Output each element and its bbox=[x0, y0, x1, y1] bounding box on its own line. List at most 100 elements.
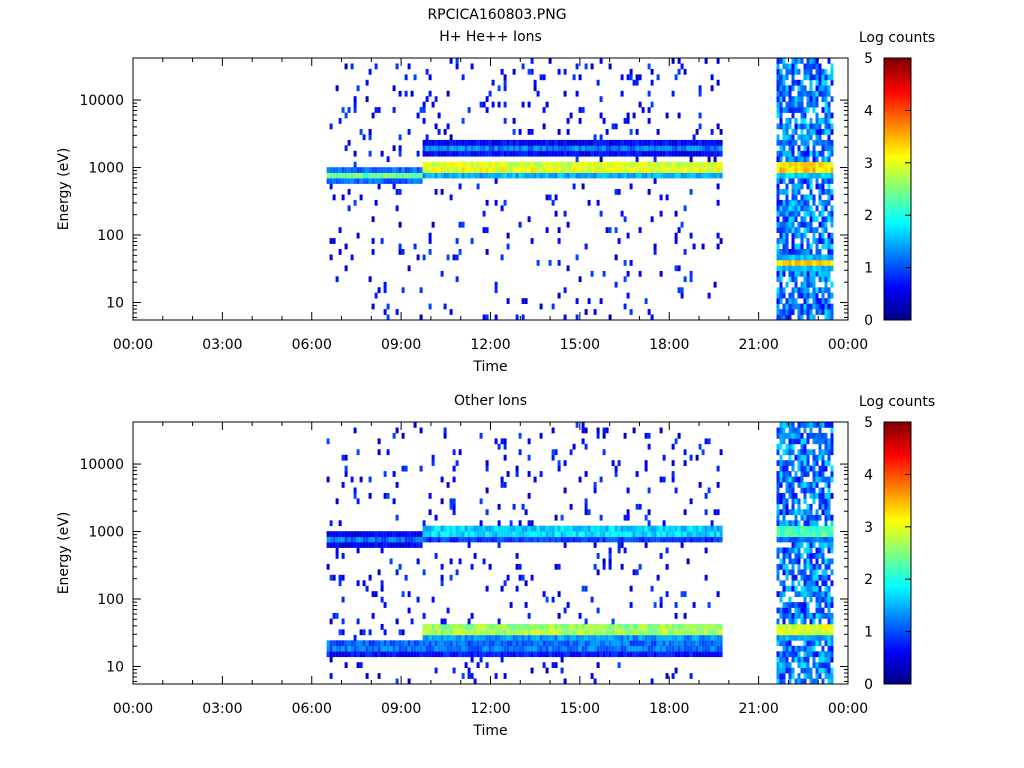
spectrogram-cell bbox=[794, 281, 798, 288]
spectrogram-cell bbox=[554, 167, 558, 173]
spectrogram-cell bbox=[641, 150, 645, 157]
spectrogram-cell bbox=[650, 645, 654, 652]
spectrogram-cell bbox=[464, 167, 468, 173]
spectrogram-cell bbox=[830, 667, 834, 674]
spectrogram-cell bbox=[776, 101, 780, 108]
spectrogram-cell bbox=[659, 525, 663, 532]
spectrogram-cell bbox=[338, 118, 342, 124]
spectrogram-cell bbox=[638, 503, 642, 510]
spectrogram-cell bbox=[608, 558, 612, 565]
spectrogram-cell bbox=[386, 303, 390, 310]
spectrogram-cell bbox=[701, 531, 705, 537]
spectrogram-cell bbox=[809, 221, 813, 228]
spectrogram-cell bbox=[518, 651, 522, 658]
spectrogram-cell bbox=[818, 487, 822, 494]
spectrogram-cell bbox=[692, 634, 696, 641]
spectrogram-cell bbox=[440, 189, 444, 195]
spectrogram-cell bbox=[596, 651, 600, 658]
spectrogram-cell bbox=[407, 591, 411, 597]
spectrogram-cell bbox=[644, 172, 648, 179]
spectrogram-cell bbox=[599, 640, 603, 647]
spectrogram-cell bbox=[809, 243, 813, 250]
spectrogram-cell bbox=[521, 640, 525, 647]
spectrogram-cell bbox=[785, 471, 789, 477]
spectrogram-cell bbox=[665, 145, 669, 152]
spectrogram-cell bbox=[344, 178, 348, 184]
colorbar-segment bbox=[884, 291, 911, 295]
spectrogram-cell bbox=[464, 651, 468, 658]
spectrogram-cell bbox=[485, 645, 489, 652]
colorbar-segment bbox=[884, 152, 911, 156]
spectrogram-cell bbox=[614, 139, 618, 146]
colorbar-segment bbox=[884, 212, 911, 216]
spectrogram-cell bbox=[344, 645, 348, 652]
spectrogram-cell bbox=[809, 210, 813, 217]
spectrogram-cell bbox=[443, 150, 447, 157]
spectrogram-cell bbox=[455, 254, 459, 261]
spectrogram-cell bbox=[527, 651, 531, 658]
spectrogram-cell bbox=[794, 167, 798, 173]
spectrogram-cell bbox=[392, 542, 396, 548]
spectrogram-cell bbox=[563, 287, 567, 294]
spectrogram-cell bbox=[599, 58, 603, 64]
spectrogram-cell bbox=[440, 139, 444, 146]
spectrogram-cell bbox=[800, 487, 804, 494]
spectrogram-cell bbox=[824, 640, 828, 647]
spectrogram-cell bbox=[575, 634, 579, 641]
spectrogram-cell bbox=[791, 270, 795, 277]
spectrogram-cell bbox=[356, 662, 360, 668]
spectrogram-cell bbox=[494, 634, 498, 641]
spectrogram-cell bbox=[716, 167, 720, 173]
spectrogram-cell bbox=[797, 205, 801, 212]
spectrogram-cell bbox=[671, 476, 675, 483]
spectrogram-cell bbox=[794, 613, 798, 619]
spectrogram-cell bbox=[620, 563, 624, 570]
spectrogram-cell bbox=[638, 525, 642, 532]
spectrogram-cell bbox=[506, 243, 510, 250]
spectrogram-cell bbox=[776, 656, 780, 663]
spectrogram-cell bbox=[656, 74, 660, 81]
spectrogram-cell bbox=[530, 150, 534, 157]
spectrogram-cell bbox=[704, 547, 708, 554]
spectrogram-cell bbox=[776, 591, 780, 597]
spectrogram-cell bbox=[347, 542, 351, 548]
spectrogram-cell bbox=[650, 167, 654, 173]
spectrogram-cell bbox=[815, 298, 819, 304]
spectrogram-cell bbox=[464, 145, 468, 152]
spectrogram-cell bbox=[626, 292, 630, 299]
spectrogram-cell bbox=[485, 640, 489, 647]
spectrogram-cell bbox=[797, 482, 801, 488]
spectrogram-cell bbox=[815, 509, 819, 516]
spectrogram-cell bbox=[575, 422, 579, 428]
spectrogram-cell bbox=[392, 172, 396, 179]
spectrogram-cell bbox=[656, 640, 660, 647]
spectrogram-cell bbox=[791, 238, 795, 244]
spectrogram-cell bbox=[620, 624, 624, 630]
colorbar-label: Log counts bbox=[859, 394, 935, 410]
spectrogram-cell bbox=[428, 90, 432, 97]
spectrogram-cell bbox=[341, 629, 345, 636]
spectrogram-cell bbox=[494, 167, 498, 173]
spectrogram-cell bbox=[794, 471, 798, 477]
spectrogram-cell bbox=[818, 270, 822, 277]
spectrogram-cell bbox=[788, 596, 792, 603]
spectrogram-cell bbox=[371, 178, 375, 184]
spectrogram-cell bbox=[797, 167, 801, 173]
spectrogram-cell bbox=[395, 651, 399, 658]
spectrogram-cell bbox=[623, 629, 627, 636]
spectrogram-cell bbox=[653, 640, 657, 647]
spectrogram-cell bbox=[779, 156, 783, 163]
spectrogram-cell bbox=[827, 662, 831, 668]
spectrogram-cell bbox=[401, 432, 405, 439]
spectrogram-cell bbox=[824, 585, 828, 592]
spectrogram-cell bbox=[806, 449, 810, 456]
spectrogram-cell bbox=[626, 145, 630, 152]
spectrogram-cell bbox=[797, 123, 801, 130]
spectrogram-cell bbox=[818, 118, 822, 124]
spectrogram-cell bbox=[806, 525, 810, 532]
spectrogram-cell bbox=[815, 553, 819, 559]
spectrogram-cell bbox=[503, 150, 507, 157]
spectrogram-cell bbox=[821, 292, 825, 299]
spectrogram-cell bbox=[797, 156, 801, 163]
spectrogram-cell bbox=[434, 514, 438, 521]
